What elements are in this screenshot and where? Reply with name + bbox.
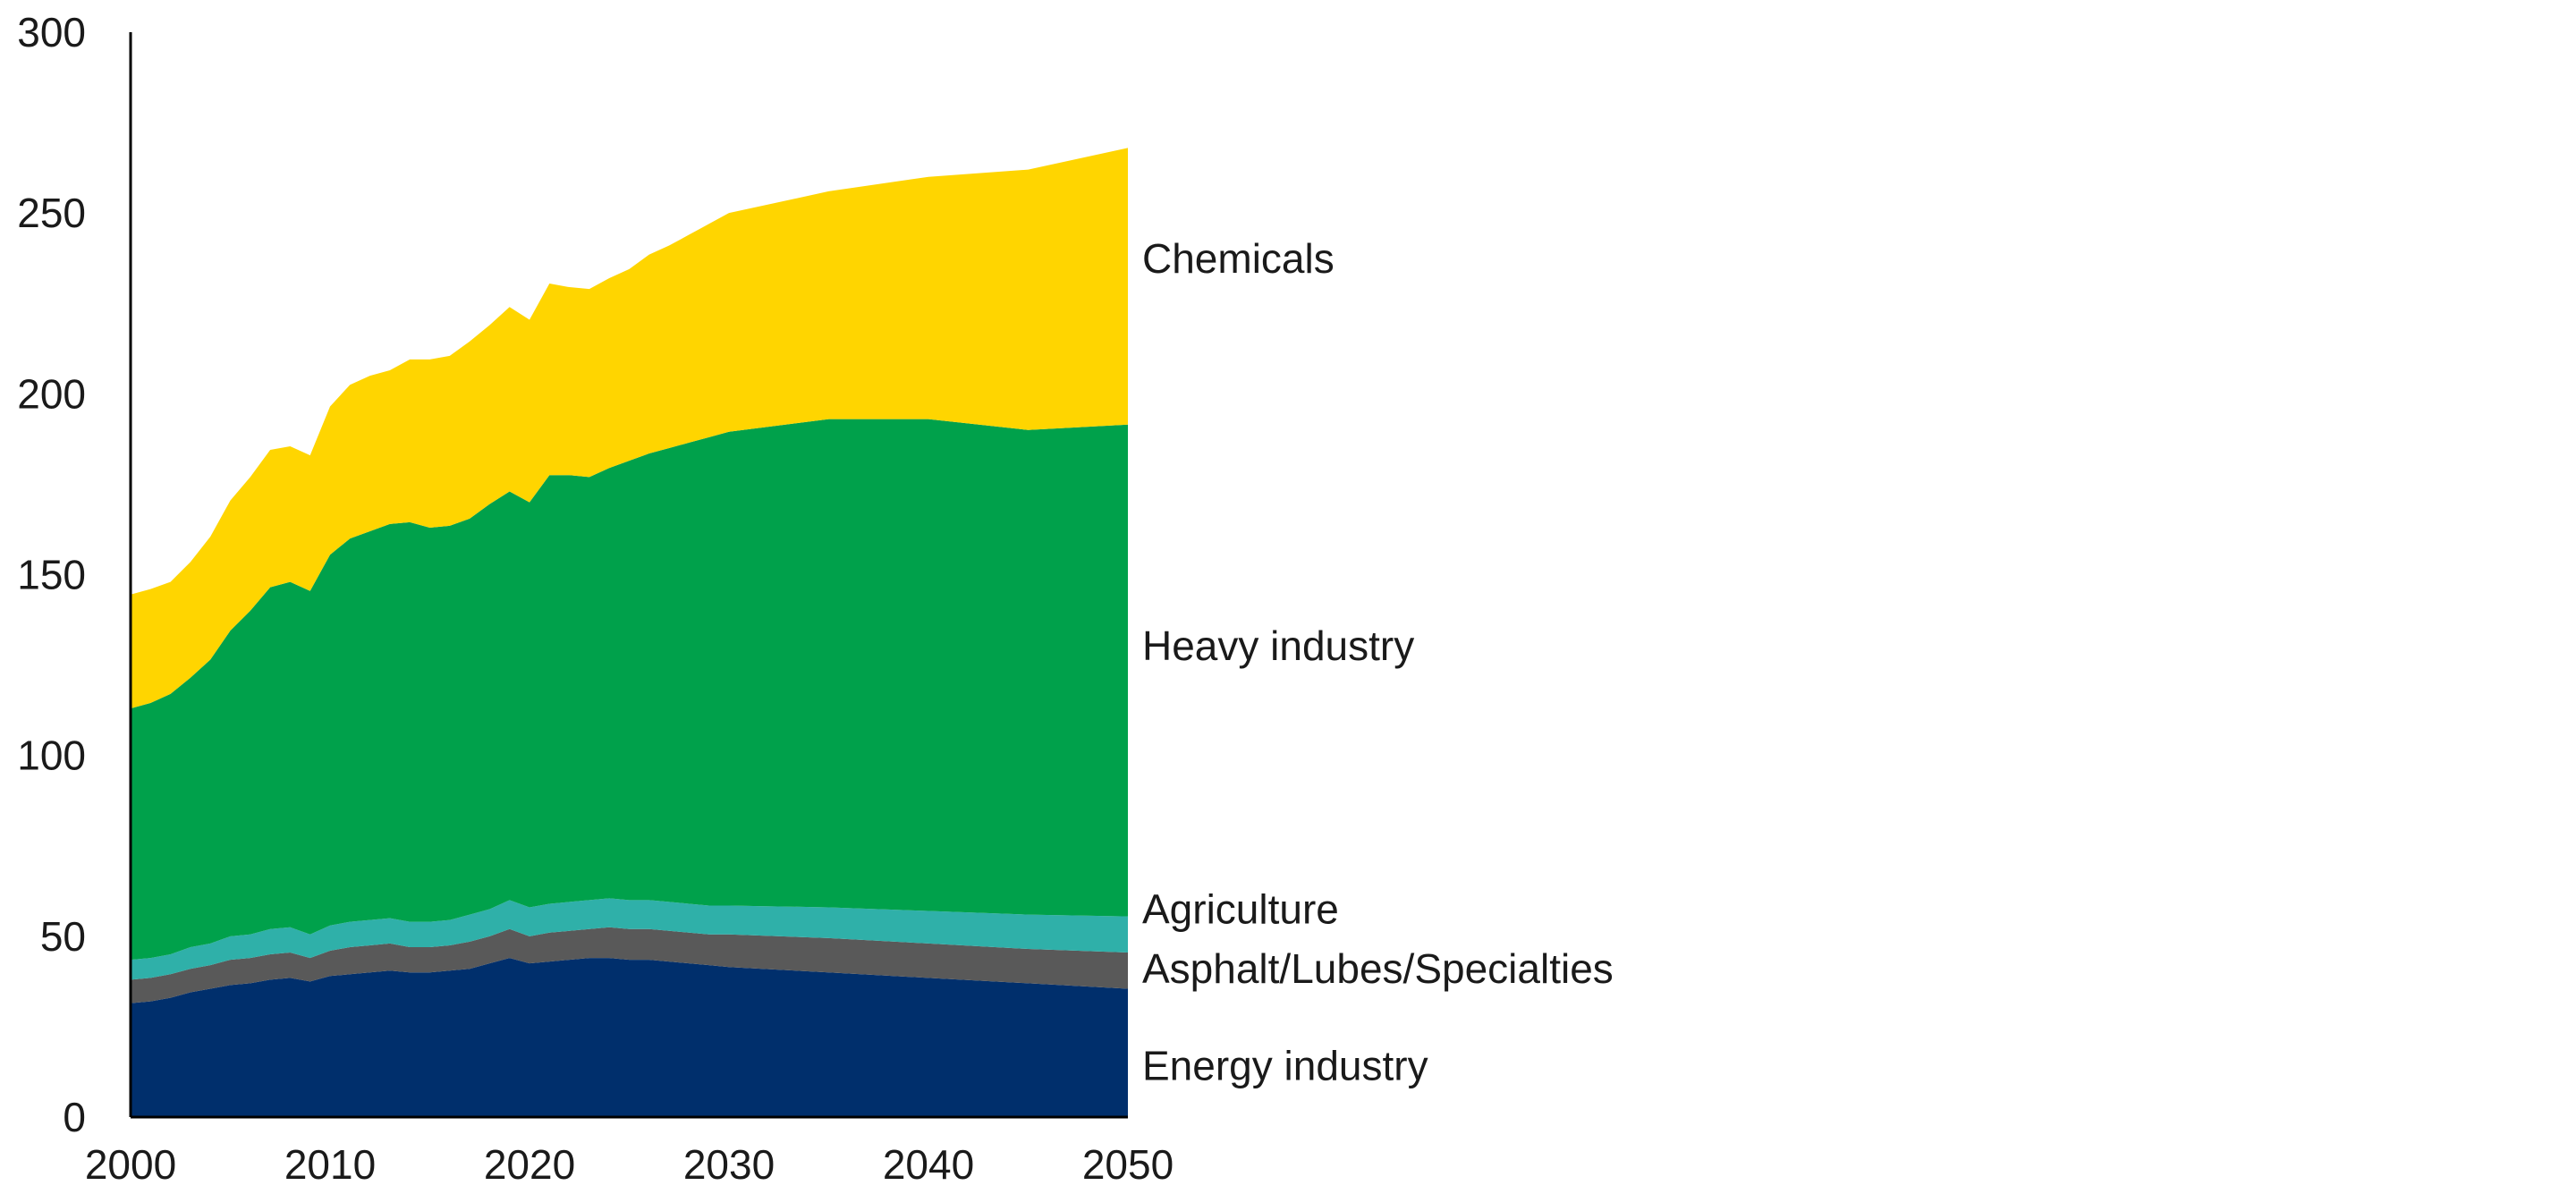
y-axis-tick-labels: 0 50 100 150 200 250 300 — [17, 9, 86, 1140]
y-tick-label: 50 — [40, 913, 86, 960]
area-asphalt-lubes-specialties — [131, 927, 1128, 1003]
y-tick-label: 250 — [17, 190, 86, 236]
y-tick-label: 0 — [63, 1094, 86, 1140]
x-tick-label: 2010 — [284, 1141, 376, 1188]
x-tick-label: 2030 — [683, 1141, 775, 1188]
series-label-heavy-industry: Heavy industry — [1142, 622, 1414, 669]
x-tick-label: 2000 — [85, 1141, 176, 1188]
area-energy-industry — [131, 958, 1128, 1117]
area-series-group — [131, 148, 1128, 1117]
y-tick-label: 300 — [17, 9, 86, 55]
series-label-energy-industry: Energy industry — [1142, 1043, 1428, 1089]
x-tick-label: 2040 — [883, 1141, 974, 1188]
x-axis-tick-labels: 2000 2010 2020 2030 2040 2050 — [85, 1141, 1174, 1188]
series-label-chemicals: Chemicals — [1142, 235, 1335, 282]
area-heavy-industry — [131, 419, 1128, 961]
series-labels: Energy industry Asphalt/Lubes/Specialties… — [1142, 235, 1614, 1088]
x-tick-label: 2020 — [484, 1141, 575, 1188]
y-tick-label: 150 — [17, 552, 86, 598]
series-label-agriculture: Agriculture — [1142, 886, 1339, 933]
y-tick-label: 200 — [17, 370, 86, 417]
area-agriculture — [131, 898, 1128, 980]
area-chemicals — [131, 148, 1128, 709]
axes — [129, 32, 1128, 1119]
x-tick-label: 2050 — [1082, 1141, 1174, 1188]
series-label-asphalt-lubes-specialties: Asphalt/Lubes/Specialties — [1142, 945, 1614, 992]
y-tick-label: 100 — [17, 732, 86, 779]
